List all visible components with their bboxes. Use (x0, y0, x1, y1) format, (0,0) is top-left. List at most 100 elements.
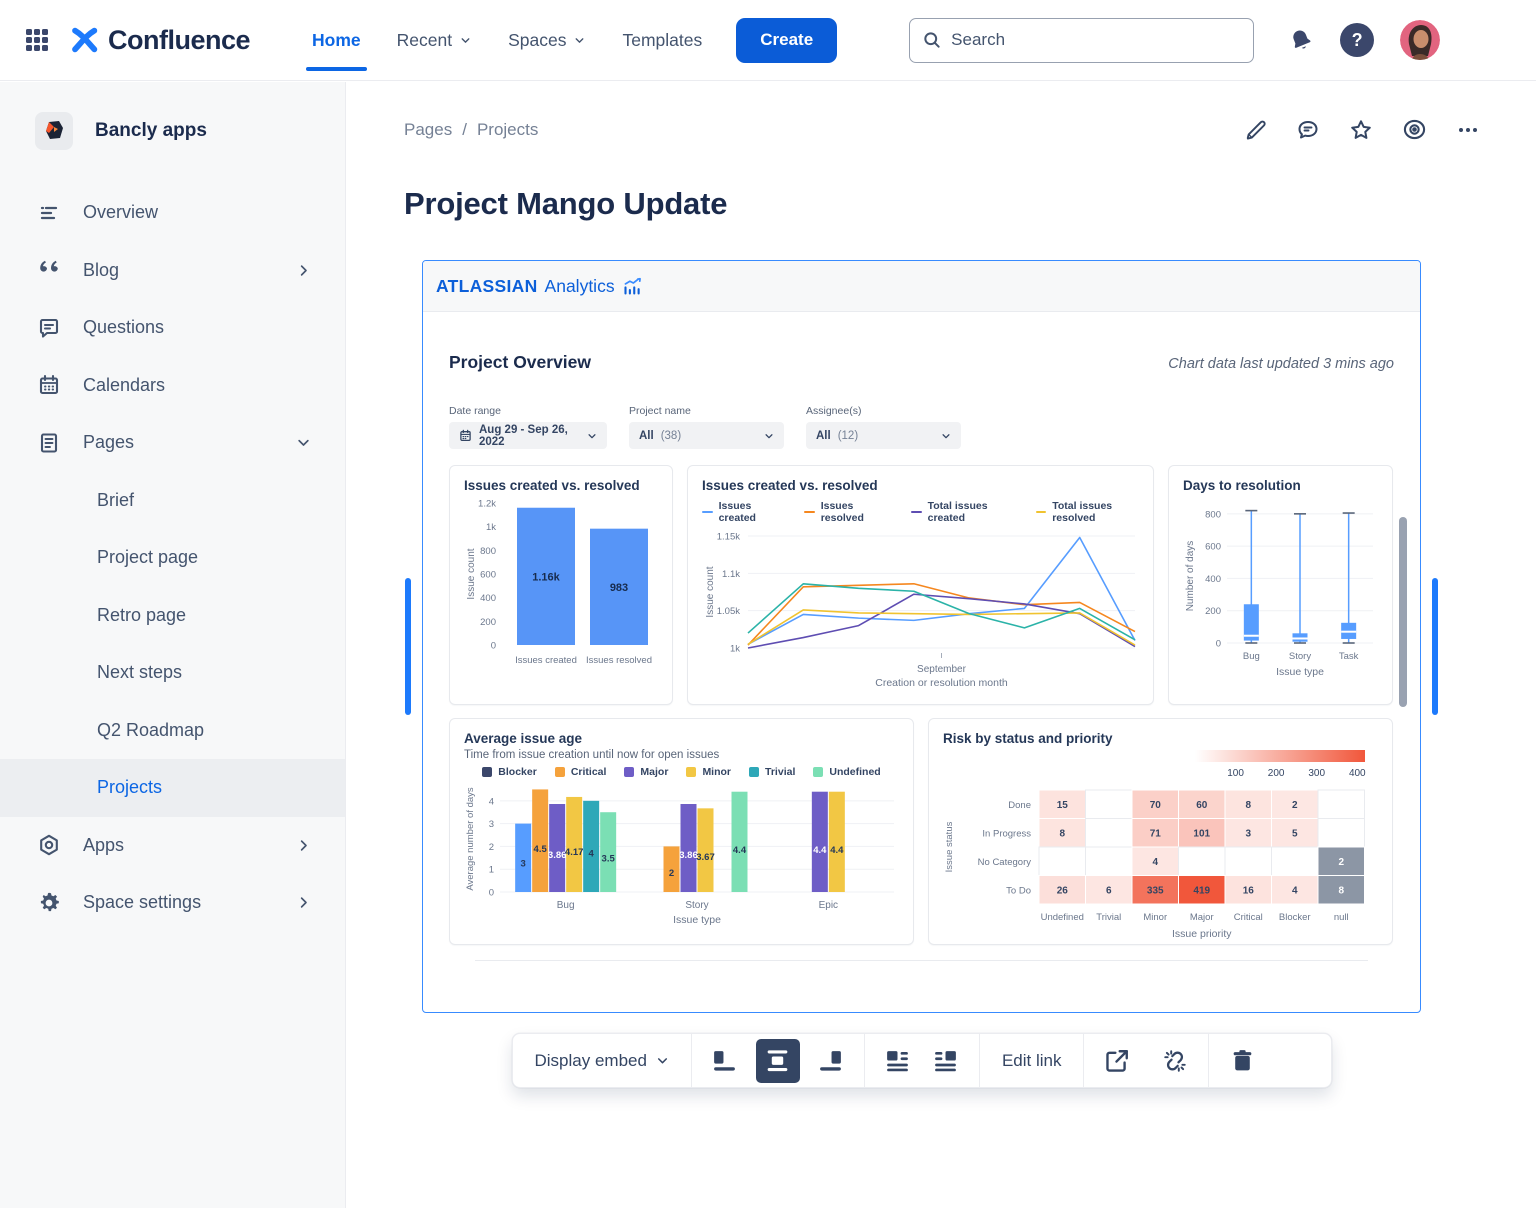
nav-recent[interactable]: Recent (379, 0, 490, 81)
space-header[interactable]: Bancly apps (0, 82, 345, 150)
unlink-icon[interactable] (1158, 1044, 1192, 1078)
sidebar-item-apps[interactable]: Apps (0, 817, 345, 875)
sidebar-item-next-steps[interactable]: Next steps (97, 662, 183, 683)
help-icon[interactable]: ? (1340, 23, 1375, 57)
svg-text:335: 335 (1147, 885, 1164, 896)
questions-icon (37, 316, 61, 340)
trash-icon[interactable] (1225, 1044, 1259, 1078)
svg-text:Story: Story (1289, 651, 1311, 662)
sidebar-item-project-page[interactable]: Project page (97, 547, 199, 568)
watch-eye-icon[interactable] (1402, 117, 1427, 142)
sidebar-item-brief[interactable]: Brief (97, 489, 135, 510)
chevron-right-icon (296, 263, 311, 278)
brand-name: Confluence (108, 24, 251, 55)
legend-item: Issues created (702, 500, 778, 524)
breadcrumb-projects[interactable]: Projects (476, 119, 539, 139)
chart-title: Days to resolution (1183, 478, 1301, 493)
nav-home[interactable]: Home (294, 0, 379, 81)
create-button[interactable]: Create (736, 17, 838, 63)
avatar[interactable] (1400, 20, 1441, 60)
svg-text:No Category: No Category (978, 857, 1032, 868)
svg-text:1.2k: 1.2k (478, 499, 496, 510)
space-logo-icon (35, 112, 73, 150)
bar-chart: 0 200 400 600 800 1k 1.2k Issue count 1.16k Issue… (466, 499, 652, 667)
open-in-new-icon[interactable] (1100, 1044, 1134, 1078)
svg-text:3: 3 (521, 858, 526, 869)
overview-icon (37, 201, 61, 225)
legend-item: Minor (686, 766, 731, 778)
filter-date-range: Date range Aug 29 - Sep 26, 2022 (449, 405, 607, 449)
svg-text:Issues created: Issues created (515, 655, 577, 666)
svg-text:2: 2 (1292, 800, 1298, 811)
svg-text:Number of days: Number of days (1185, 541, 1196, 612)
age-chart-legend: Blocker Critical Major Minor Trivial Undefine… (464, 766, 899, 778)
card-days-to-resolution: Days to resolution 0 200 400 600 800 Number o… (1168, 465, 1393, 705)
svg-text:Bug: Bug (1243, 651, 1260, 662)
svg-text:1.16k: 1.16k (532, 571, 560, 583)
svg-text:4.5: 4.5 (534, 844, 548, 855)
sidebar-item-projects[interactable]: Projects (0, 759, 345, 817)
date-range-dropdown[interactable]: Aug 29 - Sep 26, 2022 (449, 422, 607, 449)
svg-text:16: 16 (1243, 885, 1255, 896)
top-navigation: Confluence Home Recent Spaces Templates … (0, 0, 1536, 81)
embed-header: ATLASSIAN Analytics (423, 261, 1420, 312)
svg-text:5: 5 (1292, 828, 1298, 839)
svg-text:Issue type: Issue type (1276, 666, 1324, 678)
embed-scrollbar[interactable] (1399, 517, 1407, 707)
display-embed-dropdown[interactable]: Display embed (513, 1051, 691, 1071)
assignees-dropdown[interactable]: All (12) (806, 422, 961, 449)
project-name-dropdown[interactable]: All (38) (629, 422, 784, 449)
svg-text:1.05k: 1.05k (717, 606, 740, 617)
comment-icon[interactable] (1296, 118, 1320, 142)
analytics-chart-icon (622, 276, 643, 297)
star-icon[interactable] (1349, 118, 1373, 142)
embed-resize-handle-left[interactable] (405, 578, 411, 715)
legend-swatch (804, 510, 815, 514)
wrap-left-icon[interactable] (881, 1044, 915, 1078)
chart-title: Risk by status and priority (943, 731, 1113, 746)
nav-templates[interactable]: Templates (622, 29, 703, 50)
svg-text:1.15k: 1.15k (717, 532, 740, 543)
svg-text:70: 70 (1150, 800, 1162, 811)
app-switcher-icon[interactable] (26, 29, 48, 51)
atlassian-brand: ATLASSIAN (436, 275, 538, 296)
sidebar-item-q2-roadmap[interactable]: Q2 Roadmap (97, 719, 205, 740)
sidebar-item-questions[interactable]: Questions (0, 299, 345, 357)
legend-item: Trivial (749, 766, 795, 778)
align-left-icon[interactable] (708, 1044, 742, 1078)
breadcrumb: Pages / Projects (404, 120, 538, 140)
sidebar-item-space-settings[interactable]: Space settings (0, 874, 345, 932)
toolbar-separator (1083, 1034, 1085, 1087)
svg-text:Issue type: Issue type (673, 914, 721, 926)
wrap-right-icon[interactable] (929, 1044, 963, 1078)
bar-chart-plot: 0 200 400 600 800 1k 1.2k Issue count 1.16k Issue… (464, 493, 658, 681)
sidebar-item-pages[interactable]: Pages (0, 414, 345, 472)
svg-text:8: 8 (1338, 885, 1344, 896)
sidebar-item-calendars[interactable]: Calendars (0, 357, 345, 415)
page-title: Project Mango Update (404, 186, 728, 221)
edit-pencil-icon[interactable] (1244, 118, 1267, 141)
svg-text:60: 60 (1196, 800, 1208, 811)
chart-title: Issues created vs. resolved (464, 478, 640, 493)
search-input[interactable] (951, 30, 1242, 50)
sidebar-item-retro-page[interactable]: Retro page (97, 604, 187, 625)
edit-link-button[interactable]: Edit link (1001, 1050, 1062, 1070)
svg-text:600: 600 (1205, 542, 1221, 553)
embed-resize-handle-right[interactable] (1432, 578, 1438, 715)
svg-text:null: null (1334, 912, 1349, 923)
align-center-icon[interactable] (755, 1038, 800, 1083)
nav-spaces[interactable]: Spaces (490, 0, 604, 81)
toolbar-separator (863, 1034, 865, 1087)
breadcrumb-pages[interactable]: Pages (404, 119, 453, 139)
svg-text:8: 8 (1059, 828, 1065, 839)
svg-text:1k: 1k (486, 522, 496, 533)
confluence-logo[interactable]: Confluence (70, 24, 251, 56)
align-right-icon[interactable] (814, 1044, 848, 1078)
more-ellipsis-icon[interactable] (1456, 118, 1480, 142)
sidebar-item-overview[interactable]: Overview (0, 184, 345, 242)
sidebar-menu: Overview Blog Questions Calendars Pages … (0, 184, 345, 932)
search-box[interactable] (909, 17, 1255, 63)
sidebar-item-blog[interactable]: Blog (0, 242, 345, 300)
notifications-bell-icon[interactable] (1288, 27, 1314, 53)
legend-swatch (1035, 510, 1047, 514)
